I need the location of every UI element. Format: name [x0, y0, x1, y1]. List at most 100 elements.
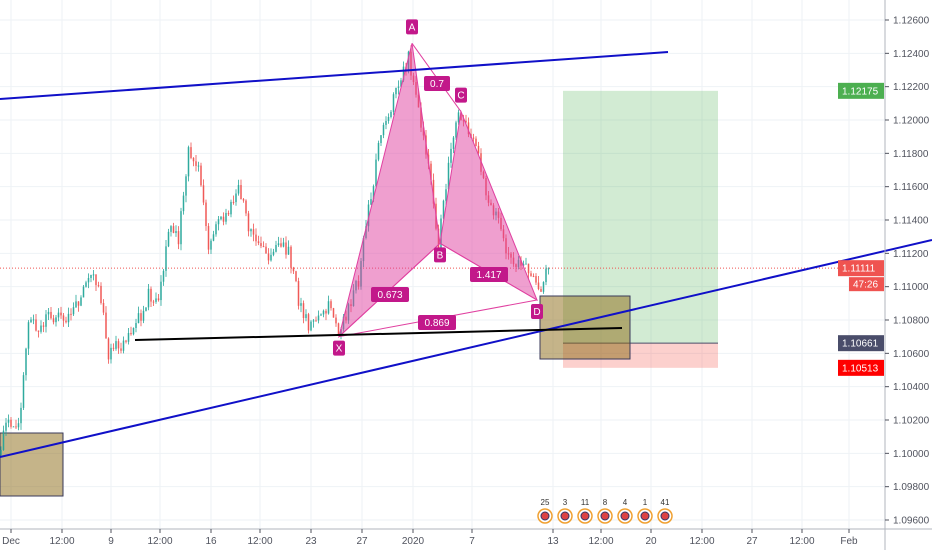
event-count: 41 [661, 498, 670, 507]
candle-body [535, 276, 537, 283]
candle-body [75, 301, 77, 308]
time-tick-label: 20 [645, 536, 657, 547]
harmonic-pattern[interactable]: X A B C D 0.673 0.7 1.417 0.869 [333, 19, 543, 356]
candle-body [42, 325, 45, 327]
candle-body [242, 199, 245, 201]
us-flag-icon [580, 511, 590, 521]
candle-body [330, 301, 332, 309]
price-tick-label: 1.10200 [893, 416, 930, 427]
price-labels: 1.12175 1.11111 1.10661 1.10513 47:26 [838, 82, 884, 376]
us-flag-icon [640, 511, 650, 521]
candle-body [40, 325, 42, 332]
time-axis[interactable]: Dec 12:00 9 12:00 16 12:00 23 27 2020 7 13 12:00 20 1… [2, 529, 858, 547]
price-tick-label: 1.09800 [893, 482, 930, 493]
candle-body [525, 263, 527, 265]
candle-body [305, 314, 307, 319]
candle-body [317, 315, 320, 321]
candle-body [432, 179, 435, 204]
ratio-label: 0.7 [430, 79, 444, 90]
price-label-entry [838, 335, 884, 352]
ratio-xd [418, 315, 456, 330]
us-flag-icon [600, 511, 610, 521]
candle-body [162, 270, 165, 282]
candle-body [192, 157, 195, 162]
candle-body [37, 330, 40, 332]
candle-body [230, 201, 232, 215]
price-label-current [838, 260, 884, 277]
us-flag-icon [540, 511, 550, 521]
pattern-point-label: A [409, 22, 416, 33]
candle-body [185, 176, 187, 196]
price-tick-label: 1.09600 [893, 516, 930, 527]
candle-body [45, 314, 47, 327]
candle-body [122, 340, 125, 351]
candle-body [177, 231, 180, 245]
time-tick-label: 12:00 [689, 536, 714, 547]
time-tick-label: 16 [205, 536, 217, 547]
candle-body [215, 224, 217, 235]
candle-body [227, 212, 230, 215]
candle-body [220, 216, 222, 220]
candle-body [262, 246, 265, 248]
candle-body [325, 310, 327, 314]
economic-events[interactable]: 25 3 11 8 4 1 41 [537, 498, 673, 524]
price-label-text: 1.12175 [842, 86, 879, 97]
candle-body [447, 162, 450, 190]
candle-body [180, 211, 182, 245]
candle-body [110, 347, 112, 360]
candle-body [265, 246, 267, 254]
candle-body [27, 322, 30, 349]
candle-body [25, 348, 27, 376]
candle-body [182, 195, 185, 212]
candle-body [252, 229, 255, 235]
time-tick-label: 13 [547, 536, 559, 547]
us-flag-icon [560, 511, 570, 521]
candle-body [275, 245, 277, 252]
countdown-label [849, 277, 884, 292]
candle-body [30, 319, 32, 323]
us-flag-icon [620, 511, 630, 521]
candle-body [117, 341, 120, 349]
candle-body [102, 302, 105, 313]
candle-body [270, 254, 272, 261]
lower-trend-line [0, 239, 932, 458]
candle-body [77, 301, 80, 306]
candle-body [302, 303, 305, 319]
time-tick-label: Dec [2, 536, 20, 547]
price-label-text: 1.11111 [842, 264, 876, 275]
candle-body [92, 274, 95, 276]
candle-body [332, 308, 335, 318]
event-count: 25 [541, 498, 550, 507]
candle-body [390, 111, 392, 118]
price-axis[interactable]: 1.12600 1.12400 1.12200 1.12000 1.11800 1.116… [885, 16, 930, 527]
event-count: 3 [563, 498, 568, 507]
time-tick-label: 12:00 [789, 536, 814, 547]
candle-body [455, 122, 457, 138]
candle-body [527, 263, 530, 274]
ratio-label: 0.673 [377, 290, 402, 301]
candle-body [277, 243, 280, 246]
candle-body [392, 94, 395, 112]
candle-body [57, 312, 60, 318]
time-tick-label: 12:00 [49, 536, 74, 547]
candle-body [465, 120, 467, 123]
candle-body [130, 332, 132, 335]
price-tick-label: 1.10600 [893, 349, 930, 360]
candle-body [210, 240, 212, 250]
candle-body [190, 147, 192, 158]
trend-lines[interactable] [0, 51, 932, 458]
candle-body [20, 407, 22, 424]
candle-body [250, 229, 252, 232]
price-tick-label: 1.11400 [893, 216, 929, 227]
pattern-point-label: B [437, 250, 444, 261]
candle-body [32, 319, 35, 321]
price-tick-label: 1.11200 [893, 249, 929, 260]
candle-body [282, 242, 285, 247]
candle-body [295, 271, 297, 282]
candle-body [255, 234, 257, 242]
candle-body [300, 303, 302, 306]
candles [0, 45, 550, 458]
candle-body [400, 80, 402, 87]
event-count: 4 [623, 498, 628, 507]
